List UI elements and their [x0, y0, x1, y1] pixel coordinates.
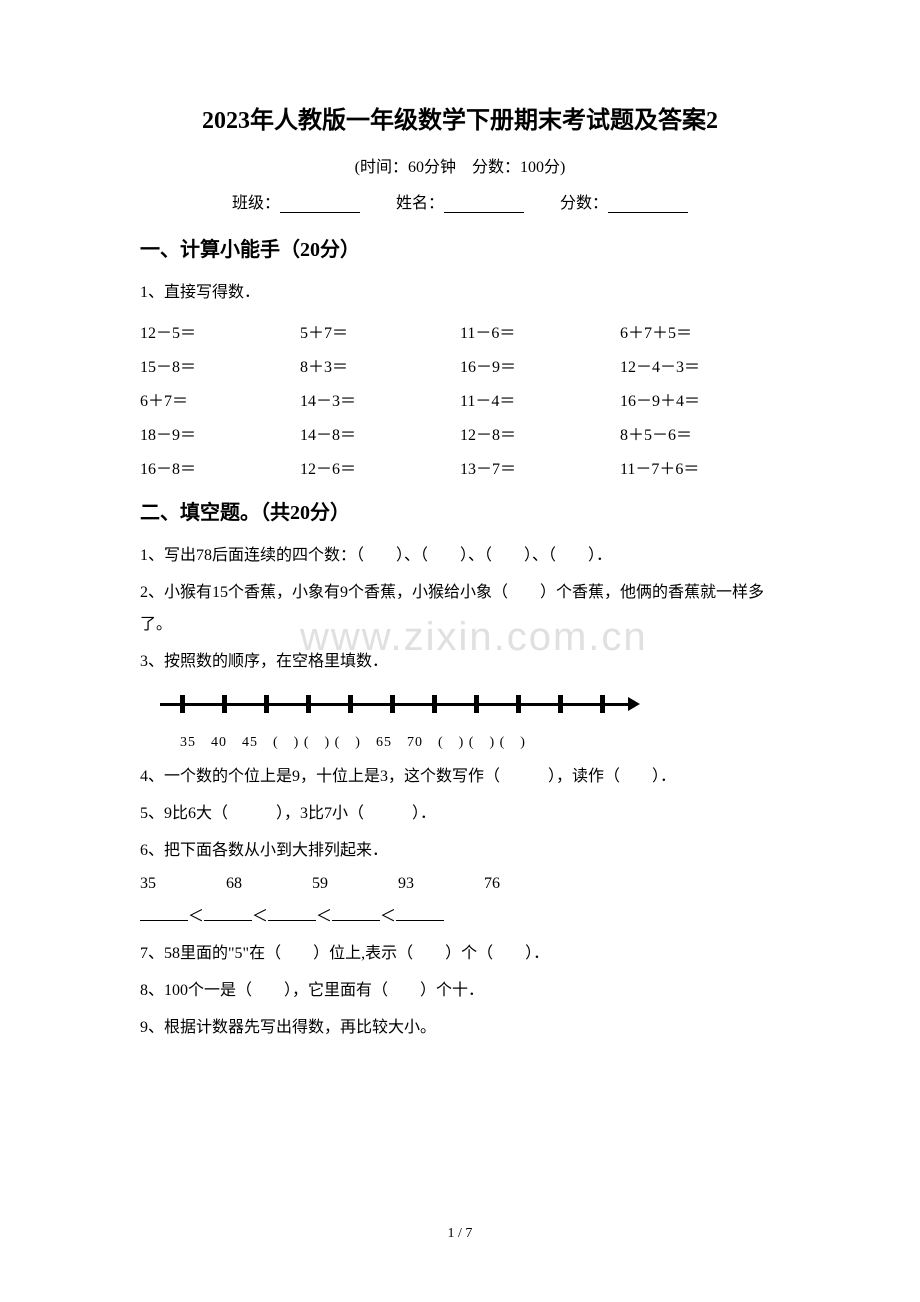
section2-q3: 3、按照数的顺序，在空格里填数．	[140, 646, 780, 678]
calc-cell: 18－9＝	[140, 416, 300, 450]
sort-numbers: 35 68 59 93 76	[140, 875, 780, 893]
sort-num: 35	[140, 875, 156, 893]
sort-blank	[332, 920, 380, 921]
table-row: 15－8＝ 8＋3＝ 16－9＝ 12－4－3＝	[140, 348, 780, 382]
class-label: 班级：	[232, 195, 280, 212]
section2-q8: 8、100个一是（ ），它里面有（ ）个十．	[140, 975, 780, 1007]
name-label: 姓名：	[396, 195, 444, 212]
sort-blank	[268, 920, 316, 921]
document-title: 2023年人教版一年级数学下册期末考试题及答案2	[140, 100, 780, 135]
number-line-tick	[432, 695, 437, 713]
section1-header: 一、计算小能手（20分）	[140, 233, 780, 262]
calc-cell: 11－4＝	[460, 382, 620, 416]
number-line-arrow-icon	[628, 697, 640, 711]
table-row: 16－8＝ 12－6＝ 13－7＝ 11－7＋6＝	[140, 450, 780, 484]
number-line-labels: 35 40 45 ( ) ( ) ( ) 65 70 ( ) ( ) ( )	[180, 731, 780, 751]
number-line	[160, 693, 640, 723]
number-line-tick	[516, 695, 521, 713]
number-line-tick	[558, 695, 563, 713]
calc-cell: 12－4－3＝	[620, 348, 780, 382]
calc-cell: 15－8＝	[140, 348, 300, 382]
section2-q1: 1、写出78后面连续的四个数：（ ）、（ ）、（ ）、（ ）．	[140, 540, 780, 572]
sort-num: 93	[398, 875, 414, 893]
sort-blank	[396, 920, 444, 921]
section2-q6: 6、把下面各数从小到大排列起来．	[140, 835, 780, 867]
calc-cell: 16－8＝	[140, 450, 300, 484]
calc-cell: 5＋7＝	[300, 314, 460, 348]
section2-q9: 9、根据计数器先写出得数，再比较大小。	[140, 1012, 780, 1044]
calc-cell: 8＋5－6＝	[620, 416, 780, 450]
name-blank	[444, 212, 524, 213]
number-line-tick	[474, 695, 479, 713]
section2-q4: 4、一个数的个位上是9，十位上是3，这个数写作（ ），读作（ ）．	[140, 761, 780, 793]
calc-cell: 12－6＝	[300, 450, 460, 484]
number-line-tick	[222, 695, 227, 713]
calc-cell: 6＋7＋5＝	[620, 314, 780, 348]
page-number: 1 / 7	[0, 1226, 920, 1242]
section2-q7: 7、58里面的"5"在（ ）位上,表示（ ）个（ ）．	[140, 938, 780, 970]
score-blank	[608, 212, 688, 213]
calc-cell: 16－9＝	[460, 348, 620, 382]
number-line-container: 35 40 45 ( ) ( ) ( ) 65 70 ( ) ( ) ( )	[160, 693, 780, 751]
number-line-tick	[306, 695, 311, 713]
sort-blank	[204, 920, 252, 921]
sort-blank	[140, 920, 188, 921]
document-subtitle: (时间：60分钟 分数：100分)	[140, 153, 780, 177]
table-row: 6＋7＝ 14－3＝ 11－4＝ 16－9＋4＝	[140, 382, 780, 416]
document-content: 2023年人教版一年级数学下册期末考试题及答案2 (时间：60分钟 分数：100…	[140, 100, 780, 1044]
calc-cell: 12－5＝	[140, 314, 300, 348]
student-info-line: 班级： 姓名： 分数：	[140, 189, 780, 213]
calc-cell: 14－3＝	[300, 382, 460, 416]
calc-cell: 6＋7＝	[140, 382, 300, 416]
sort-num: 59	[312, 875, 328, 893]
number-line-tick	[180, 695, 185, 713]
table-row: 12－5＝ 5＋7＝ 11－6＝ 6＋7＋5＝	[140, 314, 780, 348]
class-blank	[280, 212, 360, 213]
number-line-tick	[264, 695, 269, 713]
section1-q1-label: 1、直接写得数．	[140, 277, 780, 309]
calc-cell: 16－9＋4＝	[620, 382, 780, 416]
table-row: 18－9＝ 14－8＝ 12－8＝ 8＋5－6＝	[140, 416, 780, 450]
calculation-table: 12－5＝ 5＋7＝ 11－6＝ 6＋7＋5＝ 15－8＝ 8＋3＝ 16－9＝…	[140, 314, 780, 484]
sort-num: 76	[484, 875, 500, 893]
sort-blanks-line: ＜＜＜＜	[140, 901, 780, 933]
sort-num: 68	[226, 875, 242, 893]
number-line-tick	[390, 695, 395, 713]
calc-cell: 11－6＝	[460, 314, 620, 348]
section2-header: 二、填空题。（共20分）	[140, 496, 780, 525]
score-label: 分数：	[560, 195, 608, 212]
number-line-tick	[600, 695, 605, 713]
section2-q5: 5、9比6大（ ），3比7小（ ）．	[140, 798, 780, 830]
section2-q2: 2、小猴有15个香蕉，小象有9个香蕉，小猴给小象（ ）个香蕉，他俩的香蕉就一样多…	[140, 577, 780, 641]
number-line-tick	[348, 695, 353, 713]
calc-cell: 11－7＋6＝	[620, 450, 780, 484]
calc-cell: 14－8＝	[300, 416, 460, 450]
calc-cell: 13－7＝	[460, 450, 620, 484]
calc-cell: 8＋3＝	[300, 348, 460, 382]
calc-cell: 12－8＝	[460, 416, 620, 450]
